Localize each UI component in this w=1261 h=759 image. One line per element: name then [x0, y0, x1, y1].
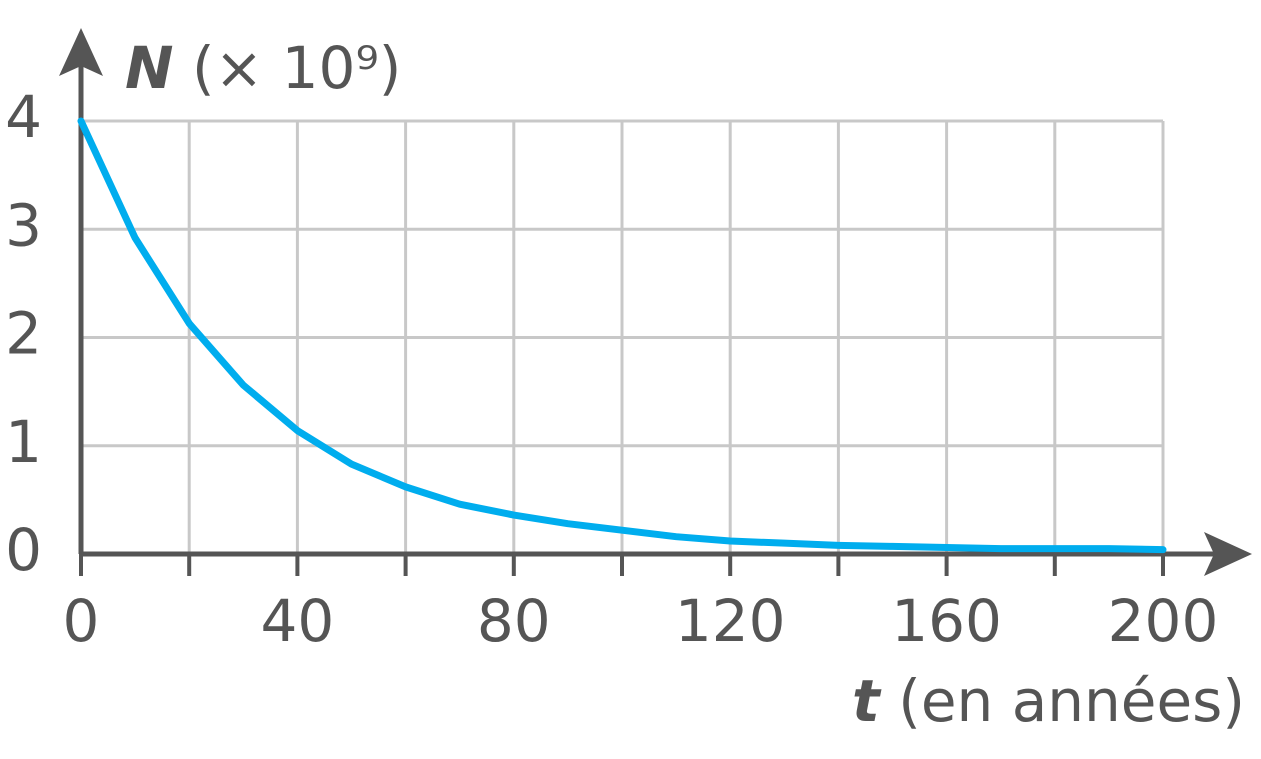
x-arrow	[1204, 532, 1252, 576]
data-line	[77, 117, 1167, 554]
axes	[59, 28, 1252, 576]
x-tick-label: 0	[63, 587, 100, 655]
x-tick-label: 120	[675, 587, 786, 655]
x-symbol: t	[852, 667, 882, 735]
x-tick-label: 200	[1108, 587, 1219, 655]
y-tick-label: 2	[5, 300, 42, 368]
x-tick-label: 40	[260, 587, 334, 655]
y-tick-label: 4	[5, 83, 42, 151]
y-tick-label: 3	[5, 191, 42, 259]
x-unit: (en années)	[898, 667, 1245, 735]
y-symbol: N	[125, 34, 174, 102]
x-label: t (en années)	[852, 667, 1245, 735]
y-tick-label: 0	[5, 516, 42, 584]
x-tick-label: 80	[477, 587, 551, 655]
y-unit: (× 10⁹)	[192, 34, 401, 102]
y-tick-label: 1	[5, 408, 42, 476]
y-arrow	[59, 28, 103, 76]
x-tick-label: 160	[891, 587, 1002, 655]
y-label: N (× 10⁹)	[125, 34, 401, 102]
